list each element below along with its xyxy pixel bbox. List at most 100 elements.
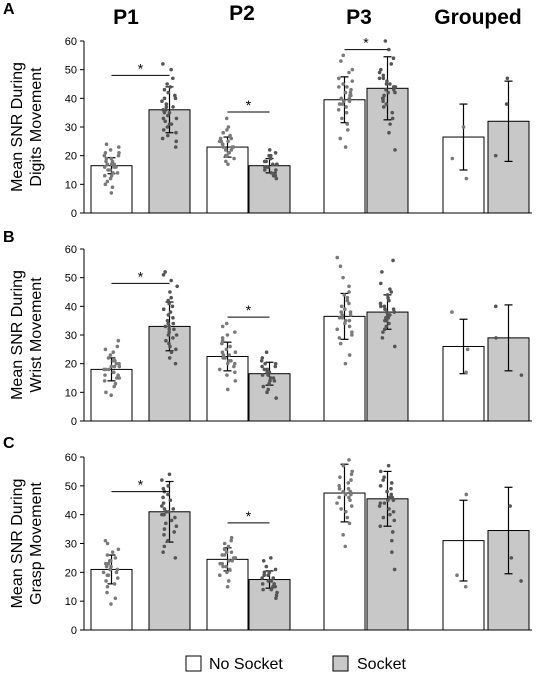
data-point [341, 463, 346, 468]
panel-label: C [3, 435, 15, 452]
data-point [164, 509, 169, 514]
data-point [227, 567, 232, 572]
data-point [166, 484, 171, 488]
data-point [343, 361, 348, 366]
data-point [384, 102, 389, 106]
data-point [226, 162, 230, 167]
data-point [166, 133, 170, 138]
data-point [382, 327, 387, 332]
data-point [378, 524, 383, 528]
data-point [229, 550, 234, 554]
y-tick-label: 0 [71, 416, 77, 428]
data-point [228, 133, 232, 138]
data-point [233, 379, 238, 383]
data-point [167, 324, 172, 329]
data-point [349, 87, 353, 92]
data-point [108, 148, 113, 152]
data-point [171, 316, 175, 320]
data-point [385, 79, 389, 83]
data-point [221, 130, 226, 135]
data-point [225, 333, 230, 337]
data-point [348, 310, 353, 314]
data-point [102, 165, 107, 169]
data-point [275, 162, 279, 167]
data-point [164, 105, 169, 109]
data-point [262, 168, 267, 172]
data-point [225, 387, 230, 392]
data-point [343, 90, 348, 95]
data-point [171, 76, 175, 81]
data-point [104, 156, 109, 161]
data-point [170, 304, 175, 309]
data-point [273, 173, 278, 178]
data-point [464, 492, 469, 497]
data-point [162, 96, 167, 101]
data-point [232, 361, 237, 366]
data-point [386, 498, 390, 503]
data-point [163, 119, 167, 124]
data-point [493, 153, 498, 158]
data-point [464, 176, 469, 181]
data-point [169, 518, 174, 523]
data-point [347, 521, 352, 526]
data-point [273, 567, 278, 572]
data-point [103, 151, 108, 155]
data-point [113, 556, 118, 560]
data-point [274, 176, 279, 181]
y-tick-label: 40 [65, 93, 77, 105]
data-point [345, 295, 350, 300]
data-point [105, 573, 110, 578]
data-point [263, 361, 267, 366]
data-point [341, 275, 345, 280]
data-point [112, 165, 116, 169]
y-tick-label: 20 [65, 567, 77, 579]
data-point [109, 602, 113, 606]
data-point [109, 393, 113, 398]
data-point [117, 364, 122, 369]
data-point [109, 564, 113, 569]
data-point [105, 584, 110, 589]
data-point [113, 359, 117, 363]
data-point [218, 136, 223, 141]
bar-no-socket [206, 146, 249, 214]
data-point [260, 582, 265, 586]
data-point [169, 67, 173, 72]
data-point [223, 356, 227, 360]
data-point [166, 113, 170, 118]
data-point [102, 153, 107, 158]
y-axis-label-line: Mean SNR During [9, 479, 26, 609]
data-point [161, 501, 166, 505]
y-tick-label: 30 [65, 539, 77, 551]
data-point [343, 145, 348, 149]
data-point [226, 139, 230, 144]
data-point [274, 596, 278, 601]
data-point [167, 356, 172, 360]
bar-socket [248, 165, 291, 214]
data-point [267, 381, 271, 386]
data-point [104, 142, 109, 146]
data-point [117, 361, 121, 366]
data-point [261, 587, 265, 592]
data-point [343, 321, 347, 326]
data-point [505, 76, 510, 81]
data-point [259, 359, 264, 363]
data-point [168, 290, 172, 294]
data-point [346, 481, 351, 485]
data-point [340, 313, 345, 317]
bar-socket [366, 311, 409, 422]
data-point [347, 318, 352, 323]
data-point [112, 582, 117, 586]
data-point [163, 270, 167, 274]
data-point [171, 321, 176, 326]
data-point [271, 376, 276, 380]
data-point [173, 145, 178, 149]
data-point [389, 492, 394, 497]
data-point [160, 504, 164, 508]
data-point [226, 125, 231, 129]
data-point [381, 330, 385, 334]
data-point [461, 125, 466, 129]
data-point [227, 353, 232, 357]
data-point [164, 108, 168, 112]
data-point [227, 151, 232, 155]
data-point [233, 370, 237, 375]
